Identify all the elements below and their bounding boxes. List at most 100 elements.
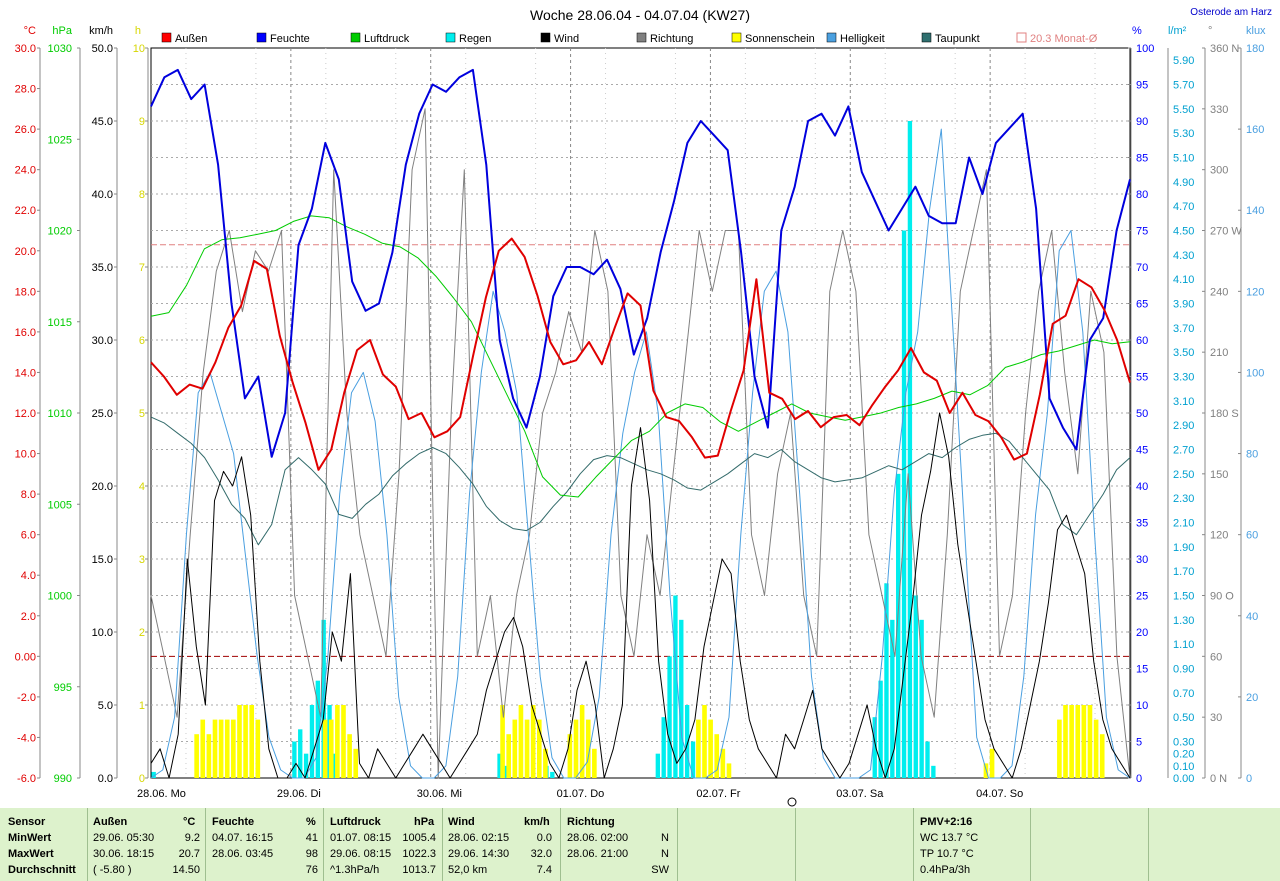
tick-label-rain: 5.70 bbox=[1173, 80, 1194, 92]
bar-sonnenschein bbox=[512, 719, 518, 778]
x-label-6: 04.07. So bbox=[976, 788, 1023, 800]
tick-label-rain: 4.10 bbox=[1173, 274, 1194, 286]
bar-regen bbox=[931, 765, 936, 778]
bar-sonnenschein bbox=[567, 734, 573, 778]
tick-label-rain: 1.30 bbox=[1173, 615, 1194, 627]
bar-sonnenschein bbox=[335, 705, 340, 778]
bar-regen bbox=[550, 771, 555, 778]
legend-label-3: Regen bbox=[459, 33, 491, 45]
tick-label-humidity: 100 bbox=[1136, 43, 1154, 55]
unit-rain: l/m² bbox=[1168, 25, 1187, 37]
bar-regen bbox=[878, 680, 883, 778]
tick-label-humidity: 55 bbox=[1136, 372, 1148, 384]
tick-label-wind: 20.0 bbox=[92, 481, 113, 493]
tick-label-sun: 4 bbox=[139, 481, 145, 493]
bar-sonnenschein bbox=[696, 719, 701, 778]
tick-label-lux: 100 bbox=[1246, 367, 1264, 379]
hdr-sensor: Sensor bbox=[8, 816, 46, 828]
bar-regen bbox=[679, 619, 684, 778]
avg-wind-distance: 52,0 km bbox=[448, 864, 488, 876]
tick-label-rain: 3.90 bbox=[1173, 299, 1194, 311]
bar-sonnenschein bbox=[543, 748, 548, 778]
tick-label-humidity: 85 bbox=[1136, 153, 1148, 165]
footer-divider bbox=[795, 808, 796, 881]
max-wind-time: 29.06. 14:30 bbox=[448, 848, 510, 860]
tick-label-rain: 2.70 bbox=[1173, 445, 1194, 457]
bar-sonnenschein bbox=[1099, 734, 1105, 778]
scroll-marker-icon[interactable] bbox=[787, 797, 797, 807]
chart-title: Woche 28.06.04 - 04.07.04 (KW27) bbox=[530, 7, 750, 23]
tick-label-temp: 10.0 bbox=[15, 449, 36, 461]
tick-label-humidity: 60 bbox=[1136, 335, 1148, 347]
tick-label-rain: 3.30 bbox=[1173, 372, 1194, 384]
bar-sonnenschein bbox=[989, 748, 995, 778]
tick-label-temp: 12.0 bbox=[15, 408, 36, 420]
legend-swatch-1 bbox=[256, 32, 267, 43]
x-label-4: 02.07. Fr bbox=[696, 788, 740, 800]
bar-sonnenschein bbox=[353, 748, 359, 778]
x-label-2: 30.06. Mi bbox=[417, 788, 462, 800]
footer-divider bbox=[87, 808, 88, 881]
tick-label-wind: 15.0 bbox=[92, 554, 113, 566]
legend-label-1: Feuchte bbox=[270, 33, 310, 45]
tick-label-temp: 20.0 bbox=[15, 246, 36, 258]
footer-divider bbox=[1030, 808, 1031, 881]
x-label-1: 29.06. Di bbox=[277, 788, 321, 800]
avg-aussen-delta: ( -5.80 ) bbox=[93, 864, 132, 876]
hdr-feuchte-unit: % bbox=[306, 816, 316, 828]
bar-sonnenschein bbox=[506, 734, 512, 778]
tick-label-wind: 50.0 bbox=[92, 43, 113, 55]
hdr-aussen-unit: °C bbox=[183, 816, 196, 828]
tick-label-wind: 45.0 bbox=[92, 116, 113, 128]
line-helligkeit bbox=[150, 128, 1131, 779]
max-richtung-time: 28.06. 21:00 bbox=[567, 848, 629, 860]
tick-label-rain: 5.10 bbox=[1173, 153, 1194, 165]
tick-label-sun: 7 bbox=[139, 262, 145, 274]
location-label: Osterode am Harz bbox=[1190, 7, 1272, 18]
tick-label-sun: 6 bbox=[139, 335, 145, 347]
bar-sonnenschein bbox=[347, 734, 352, 778]
bar-sonnenschein bbox=[206, 734, 212, 778]
tick-label-sun: 2 bbox=[139, 627, 145, 639]
tick-label-humidity: 95 bbox=[1136, 80, 1148, 92]
legend-swatch-7 bbox=[826, 32, 837, 43]
bar-sonnenschein bbox=[500, 705, 505, 778]
min-aussen-val: 9.2 bbox=[184, 832, 200, 844]
tick-label-temp: -2.0 bbox=[17, 692, 36, 704]
max-feuchte-val: 98 bbox=[305, 848, 318, 860]
legend-swatch-6 bbox=[731, 32, 742, 43]
pmv-tp: TP 10.7 °C bbox=[920, 848, 974, 860]
tick-label-direction: 180 S bbox=[1210, 408, 1239, 420]
tick-label-rain: 3.50 bbox=[1173, 347, 1194, 359]
legend-swatch-5 bbox=[636, 32, 647, 43]
bar-sonnenschein bbox=[573, 719, 579, 778]
min-druck-val: 1005.4 bbox=[402, 832, 436, 844]
unit-humidity: % bbox=[1132, 25, 1142, 37]
min-wind-time: 28.06. 02:15 bbox=[448, 832, 510, 844]
tick-label-temp: 22.0 bbox=[15, 205, 36, 217]
tick-label-rain: 2.30 bbox=[1173, 493, 1194, 505]
tick-label-rain: 4.90 bbox=[1173, 177, 1194, 189]
tick-label-pressure: 1030 bbox=[48, 43, 72, 55]
bar-sonnenschein bbox=[322, 719, 328, 778]
bar-regen bbox=[667, 656, 672, 778]
bar-sonnenschein bbox=[328, 719, 334, 778]
min-richtung-val: N bbox=[661, 832, 669, 844]
tick-label-temp: 4.0 bbox=[21, 570, 36, 582]
bar-sonnenschein bbox=[714, 734, 720, 778]
bar-regen bbox=[690, 741, 696, 778]
tick-label-direction: 240 bbox=[1210, 286, 1228, 298]
legend-label-5: Richtung bbox=[650, 33, 693, 45]
line-feuchte bbox=[150, 68, 1131, 458]
tick-label-humidity: 30 bbox=[1136, 554, 1148, 566]
tick-label-lux: 160 bbox=[1246, 124, 1264, 136]
tick-label-humidity: 80 bbox=[1136, 189, 1148, 201]
bar-sonnenschein bbox=[720, 748, 726, 778]
tick-label-humidity: 70 bbox=[1136, 262, 1148, 274]
bar-sonnenschein bbox=[1057, 719, 1062, 778]
tick-label-humidity: 90 bbox=[1136, 116, 1148, 128]
unit-direction: ° bbox=[1208, 25, 1212, 37]
avg-aussen-val: 14.50 bbox=[172, 864, 200, 876]
tick-label-humidity: 20 bbox=[1136, 627, 1148, 639]
min-aussen-time: 29.06. 05:30 bbox=[93, 832, 155, 844]
